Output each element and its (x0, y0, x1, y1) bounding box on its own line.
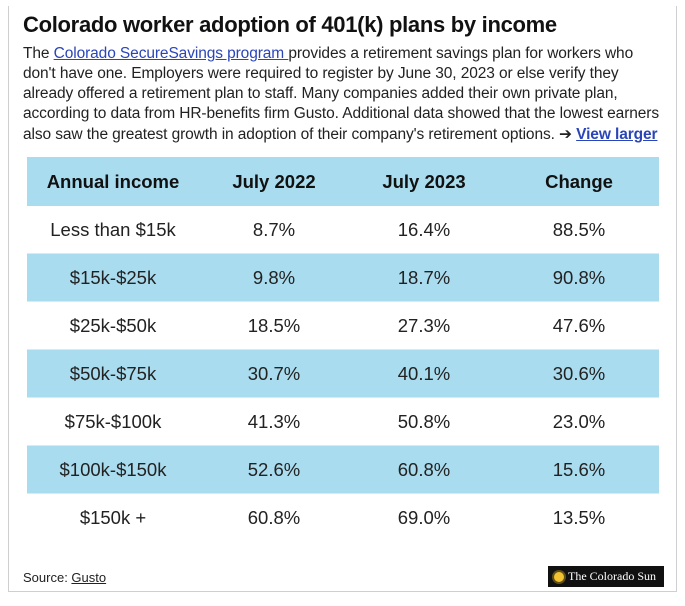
cell-change: 47.6% (499, 301, 659, 350)
cell-change: 23.0% (499, 397, 659, 446)
view-larger-link[interactable]: View larger (576, 126, 658, 143)
cell-july-2023: 50.8% (349, 397, 499, 446)
chart-card: Colorado worker adoption of 401(k) plans… (8, 6, 677, 592)
cell-july-2023: 40.1% (349, 349, 499, 398)
cell-july-2022: 9.8% (199, 253, 349, 302)
intro-text-before: The (23, 45, 54, 62)
cell-july-2023: 27.3% (349, 301, 499, 350)
header-change: Change (545, 170, 613, 192)
source-line: Source: Gusto (23, 570, 106, 585)
cell-change: 88.5% (552, 218, 606, 240)
header-july-2023: July 2023 (382, 170, 466, 192)
table-row: $150k + 60.8% 69.0% 13.5% (27, 493, 659, 541)
cell-income: $50k-$75k (27, 349, 199, 398)
source-gusto-link[interactable]: Gusto (71, 570, 107, 585)
cell-july-2022: 8.7% (252, 218, 296, 240)
cell-july-2022: 52.6% (199, 445, 349, 494)
cell-change: 13.5% (499, 493, 659, 541)
cell-july-2022: 41.3% (199, 397, 349, 446)
logo-text: The Colorado Sun (568, 569, 656, 583)
securesavings-program-link[interactable]: Colorado SecureSavings program (53, 45, 289, 62)
cell-july-2023: 60.8% (349, 445, 499, 494)
cell-july-2022: 18.5% (199, 301, 349, 350)
cell-july-2023: 69.0% (349, 493, 499, 541)
table-row: Less than $15k 8.7% 16.4% 88.5% (27, 206, 659, 254)
income-adoption-table: Annual income July 2022 July 2023 Change… (27, 157, 659, 541)
cell-income: $100k-$150k (27, 445, 199, 494)
cell-change: 90.8% (499, 253, 659, 302)
table-row: $25k-$50k 18.5% 27.3% 47.6% (27, 301, 659, 350)
cell-july-2023: 16.4% (397, 218, 451, 240)
cell-income: $75k-$100k (27, 397, 199, 446)
table-row: $100k-$150k 52.6% 60.8% 15.6% (27, 445, 659, 494)
cell-income: Less than $15k (50, 218, 176, 240)
cell-income: $25k-$50k (27, 301, 199, 350)
cell-july-2022: 60.8% (199, 493, 349, 541)
page-title: Colorado worker adoption of 401(k) plans… (23, 12, 557, 37)
cell-income: $15k-$25k (27, 253, 199, 302)
source-label: Source: (23, 570, 72, 585)
cell-july-2022: 30.7% (199, 349, 349, 398)
table-row: $50k-$75k 30.7% 40.1% 30.6% (27, 349, 659, 398)
table-header-row: Annual income July 2022 July 2023 Change (27, 157, 659, 206)
cell-income: $150k + (27, 493, 199, 541)
header-july-2022: July 2022 (232, 170, 316, 192)
cell-change: 15.6% (499, 445, 659, 494)
cell-change: 30.6% (499, 349, 659, 398)
table-row: $75k-$100k 41.3% 50.8% 23.0% (27, 397, 659, 446)
intro-text-after: provides a retirement savings plan for w… (23, 45, 660, 143)
footer: Source: Gusto The Colorado Sun (23, 566, 664, 590)
table-row: $15k-$25k 9.8% 18.7% 90.8% (27, 253, 659, 302)
header-annual-income: Annual income (46, 170, 180, 192)
sun-icon (554, 571, 564, 582)
colorado-sun-logo: The Colorado Sun (548, 566, 664, 587)
cell-july-2023: 18.7% (349, 253, 499, 302)
intro-paragraph: The Colorado SecureSavings program provi… (23, 44, 662, 145)
arrow-right-icon: ➔ (559, 125, 572, 143)
